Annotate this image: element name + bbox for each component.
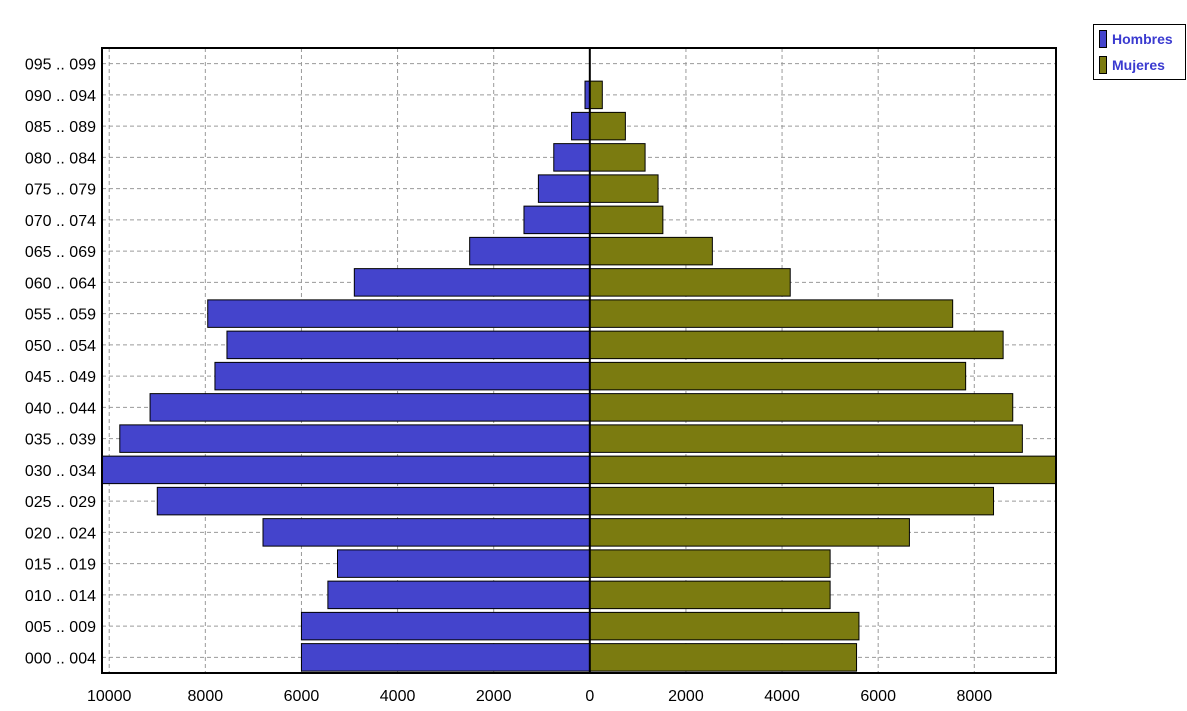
bar-hombres [149, 393, 591, 422]
bar-mujeres [589, 330, 1004, 360]
x-tick-label: 8000 [957, 688, 993, 705]
x-tick-label: 4000 [380, 688, 416, 705]
y-tick-label: 070 .. 074 [25, 213, 96, 230]
legend-label-hombres: Hombres [1112, 31, 1173, 47]
x-tick-label: 2000 [668, 688, 704, 705]
y-tick-label: 005 .. 009 [25, 619, 96, 636]
legend-swatch-mujeres [1099, 56, 1107, 74]
x-tick-label: 8000 [188, 688, 224, 705]
bar-hombres [214, 361, 591, 391]
bars [101, 80, 1057, 672]
x-tick-label: 6000 [860, 688, 896, 705]
x-tick-label: 2000 [476, 688, 512, 705]
bar-hombres [300, 611, 591, 641]
legend: Hombres Mujeres [1093, 24, 1186, 80]
y-tick-label: 090 .. 094 [25, 88, 96, 105]
bar-hombres [469, 236, 591, 266]
y-tick-label: 020 .. 024 [25, 525, 96, 542]
bar-hombres [353, 268, 591, 297]
bar-mujeres [589, 111, 626, 141]
bar-mujeres [589, 143, 646, 172]
y-tick-label: 035 .. 039 [25, 432, 96, 449]
x-tick-label: 4000 [764, 688, 800, 705]
plot-frame [101, 47, 1057, 674]
bar-hombres [327, 580, 591, 610]
bar-hombres [101, 455, 591, 485]
y-tick-label: 095 .. 099 [25, 57, 96, 74]
y-tick-label: 045 .. 049 [25, 369, 96, 386]
bar-mujeres [589, 643, 858, 672]
bar-mujeres [589, 393, 1014, 422]
bar-mujeres [589, 611, 860, 641]
y-tick-label: 055 .. 059 [25, 307, 96, 324]
bar-mujeres [589, 80, 603, 110]
bar-hombres [262, 518, 591, 547]
x-tick-label: 10000 [87, 688, 132, 705]
y-tick-label: 025 .. 029 [25, 494, 96, 511]
bar-hombres [537, 174, 591, 203]
bar-hombres [523, 205, 591, 235]
bar-mujeres [589, 174, 659, 203]
bar-hombres [300, 643, 591, 672]
y-tick-label: 065 .. 069 [25, 244, 96, 261]
x-tick-labels: 10000 8000 6000 4000 2000 0 2000 4000 6000 8000 [87, 688, 992, 705]
bar-hombres [571, 111, 591, 141]
legend-swatch-hombres [1099, 30, 1107, 48]
legend-label-mujeres: Mujeres [1112, 57, 1165, 73]
y-tick-label: 075 .. 079 [25, 182, 96, 199]
y-tick-label: 000 .. 004 [25, 650, 96, 667]
bar-mujeres [589, 268, 791, 297]
bar-hombres [119, 424, 591, 453]
bar-mujeres [589, 361, 967, 391]
grid-lines [102, 48, 1056, 673]
bar-mujeres [589, 205, 664, 235]
bar-hombres [226, 330, 591, 360]
y-tick-label: 030 .. 034 [25, 463, 96, 480]
bar-mujeres [589, 549, 831, 578]
bar-mujeres [589, 580, 831, 610]
x-tick-label: 6000 [284, 688, 320, 705]
y-tick-label: 060 .. 064 [25, 275, 96, 292]
y-tick-label: 050 .. 054 [25, 338, 96, 355]
y-tick-label: 040 .. 044 [25, 400, 96, 417]
bar-hombres [156, 486, 591, 516]
bar-hombres [553, 143, 591, 172]
bar-hombres [336, 549, 591, 578]
y-tick-label: 010 .. 014 [25, 588, 96, 605]
y-tick-label: 080 .. 084 [25, 150, 96, 167]
y-tick-label: 015 .. 019 [25, 557, 96, 574]
y-tick-label: 085 .. 089 [25, 119, 96, 136]
bar-mujeres [589, 455, 1057, 485]
legend-item-hombres: Hombres [1099, 28, 1173, 50]
bar-mujeres [589, 424, 1023, 453]
bar-mujeres [589, 486, 995, 516]
x-tick-label: 0 [585, 688, 594, 705]
bar-hombres [207, 299, 591, 328]
bar-mujeres [589, 299, 954, 328]
y-tick-labels: 000 .. 004 005 .. 009 010 .. 014 015 .. 019… [25, 57, 96, 668]
bar-mujeres [589, 518, 910, 547]
legend-item-mujeres: Mujeres [1099, 54, 1165, 76]
bar-mujeres [589, 236, 713, 266]
